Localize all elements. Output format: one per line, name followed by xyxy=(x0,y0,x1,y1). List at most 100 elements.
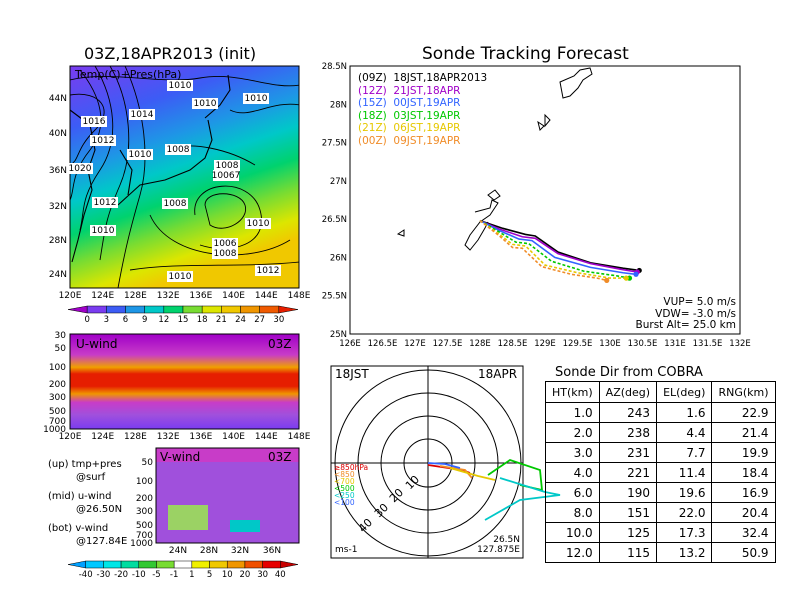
contour-label-bg xyxy=(212,248,238,259)
track-line xyxy=(479,219,640,272)
track-lon-label: 129E xyxy=(534,339,556,349)
v-pres-label: 200 xyxy=(136,494,153,504)
polar-level-label: <850 xyxy=(334,470,355,479)
contour-label-bg xyxy=(67,163,93,174)
u-wind-lon-labels: 120E 124E 128E 132E 136E 140E 144E 148E xyxy=(59,432,311,442)
polar-path-700 xyxy=(449,467,496,481)
colorbar-cell xyxy=(201,305,222,314)
contour-label-bg xyxy=(245,218,271,229)
polar-time: 18JST xyxy=(335,367,369,381)
tracking-legend-entry: (09Z) 18JST,18APR2013 xyxy=(358,72,488,84)
polar-path-850 xyxy=(439,465,473,479)
colorbar-cell xyxy=(106,305,126,314)
track-line xyxy=(479,219,630,279)
table-cell: 1.0 xyxy=(545,402,600,423)
map-lat-label: 36N xyxy=(49,166,67,176)
vup-text: VUP= 5.0 m/s xyxy=(663,296,736,308)
table-cell: 1.6 xyxy=(656,402,713,423)
polar-level-label: <700 xyxy=(334,477,355,486)
u-pres-label: 1000 xyxy=(43,425,66,435)
track-lat-label: 27N xyxy=(330,177,347,187)
table-row: 1.0 243 1.6 22.9 xyxy=(545,402,776,423)
dir-table-header: HT(km) AZ(deg) EL(deg) RNG(km) xyxy=(545,381,776,403)
track-lat-labels: 28.5N 28N 27.5N 27N 26.5N 26N 25.5N 25N xyxy=(322,62,347,340)
colorbar-label: 21 xyxy=(216,315,227,325)
v-wind-lat-labels: 24N 28N 32N 36N xyxy=(169,546,281,556)
colorbar-label: 3 xyxy=(104,315,109,325)
contour-label: 1010 xyxy=(245,94,268,104)
contour-label-bg xyxy=(192,98,218,109)
track-lon-label: 129.5E xyxy=(563,339,593,349)
track-lon-label: 126.5E xyxy=(368,339,398,349)
v-lat-label: 24N xyxy=(169,546,187,556)
contour-label: 1014 xyxy=(131,110,154,120)
track-lon-label: 126E xyxy=(339,339,361,349)
contour-label: 1010 xyxy=(129,150,152,160)
contour-label: 1008 xyxy=(164,199,187,209)
contour-label: 1006 xyxy=(214,239,237,249)
u-wind-label: U-wind xyxy=(76,337,118,351)
v-wind-time: 03Z xyxy=(268,450,292,464)
v-lat-label: 28N xyxy=(200,546,218,556)
u-pres-label: 30 xyxy=(55,331,67,341)
track-lat-label: 28N xyxy=(330,100,347,110)
tracking-legend: (09Z) 18JST,18APR2013 (12Z) 21JST,18APR (1… xyxy=(358,72,487,147)
colorbar-label: 0 xyxy=(84,315,89,325)
u-wind-panel xyxy=(69,333,300,430)
contour-label-bg xyxy=(127,149,153,160)
map-lon-label: 148E xyxy=(288,291,311,301)
table-cell: 13.2 xyxy=(656,542,713,563)
track-endpoint xyxy=(604,277,610,283)
table-cell: 20.4 xyxy=(711,502,776,523)
u-wind-field xyxy=(70,334,299,429)
polar-level-legend: ≥850hPa<850<700<500<250<100 xyxy=(334,463,368,507)
colorbar-cell xyxy=(191,560,210,569)
table-cell: 16.9 xyxy=(711,482,776,503)
temperature-colorbar xyxy=(67,305,299,314)
track-line xyxy=(479,219,637,276)
u-wind-time: 03Z xyxy=(268,337,292,351)
contour-label-bg xyxy=(90,135,116,146)
track-lon-label: 131E xyxy=(664,339,686,349)
note-bot-1: (bot) v-wind xyxy=(48,523,109,534)
dir-table-col-header: EL(deg) xyxy=(656,381,713,403)
table-cell: 6.0 xyxy=(545,482,600,503)
colorbar-cell xyxy=(67,560,86,569)
contour-label-bg xyxy=(213,170,239,181)
table-cell: 125 xyxy=(598,522,658,543)
map-lon-labels: 120E 124E 128E 132E 136E 140E 144E 148E xyxy=(59,291,311,301)
table-cell: 7.7 xyxy=(656,442,713,463)
table-row: 2.0 238 4.4 21.4 xyxy=(545,422,776,443)
polar-location: 26.5N 127.875E xyxy=(470,535,520,555)
polar-lat: 26.5N xyxy=(493,535,520,545)
dir-table-body: 1.0 243 1.6 22.9 2.0 238 4.4 21.4 3.0 231 7.7 19.9 4… xyxy=(545,402,776,563)
polar-level-label: <250 xyxy=(334,491,355,500)
table-cell: 115 xyxy=(598,542,658,563)
map-lon-label: 132E xyxy=(157,291,180,301)
contour-label-bg xyxy=(92,197,118,208)
track-endpoint xyxy=(623,275,629,281)
colorbar-cell xyxy=(125,305,145,314)
u-lon-label: 140E xyxy=(222,432,245,442)
contour-label: 1010 xyxy=(92,226,115,236)
table-cell: 4.4 xyxy=(656,422,713,443)
polar-level-label: <100 xyxy=(334,498,355,507)
contour-label: 1008 xyxy=(216,161,239,171)
track-lon-label: 132E xyxy=(729,339,751,349)
contour-label: 1012 xyxy=(94,198,117,208)
contour-label: 1010 xyxy=(194,99,217,109)
track-lon-label: 130.5E xyxy=(628,339,658,349)
contour-label: 1008 xyxy=(167,145,190,155)
colorbar-label: 9 xyxy=(142,315,147,325)
map-lon-label: 140E xyxy=(222,291,245,301)
colorbar-label: 10 xyxy=(222,570,233,580)
v-pres-label: 100 xyxy=(136,477,153,487)
v-pres-label: 300 xyxy=(136,507,153,517)
colorbar-cell xyxy=(173,560,193,569)
colorbar-label: 5 xyxy=(207,570,212,580)
colorbar-cell xyxy=(259,305,280,314)
table-cell: 17.3 xyxy=(656,522,713,543)
table-cell: 243 xyxy=(598,402,658,423)
tracking-map xyxy=(349,65,741,335)
